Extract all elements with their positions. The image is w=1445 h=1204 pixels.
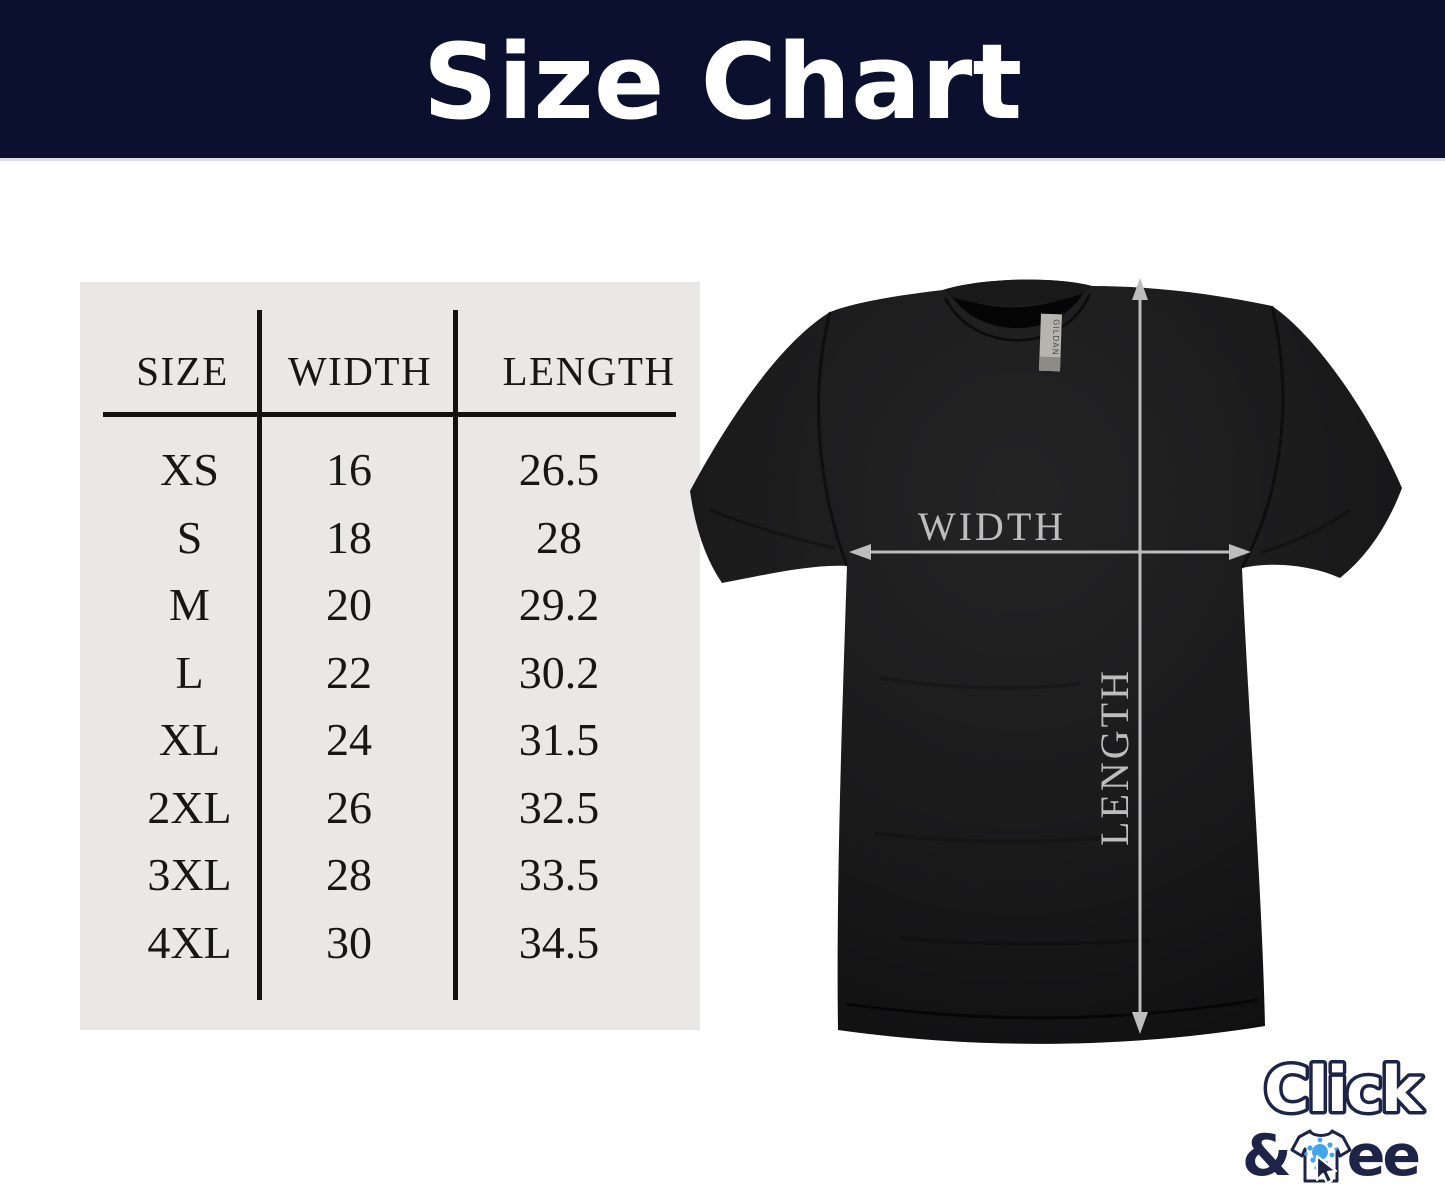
size-cell: XL [158,714,221,766]
size-table: SIZE WIDTH LENGTH XS 16 26.5 S 18 28 M 2… [80,282,700,1030]
table-body: XS 16 26.5 S 18 28 M 20 29.2 L 22 30.2 X… [105,436,700,976]
arrowhead-left-icon [849,544,871,560]
size-cell: XS [160,444,219,496]
length-cell: 29.2 [518,579,600,631]
size-cell: 4XL [147,916,232,968]
header-rule [103,412,676,417]
column-header-length: LENGTH [502,348,676,394]
table-row: XL 24 31.5 [105,706,700,774]
fold-line [709,508,836,550]
table-row: S 18 28 [105,504,700,572]
hem-stitch [845,998,1259,1020]
table-row: 3XL 28 33.5 [105,841,700,909]
shirt-diagram: GILDAN WIDTH LENGTH [690,278,1402,1044]
armhole-seam [817,311,849,567]
width-cell: 28 [326,849,372,901]
header-banner: Size Chart [0,0,1445,158]
logo-click-text: Click [1264,1056,1424,1126]
dimension-arrows: WIDTH LENGTH [849,278,1251,1034]
fold-line [899,936,1151,946]
table-header-row: SIZE WIDTH LENGTH [105,338,700,404]
tshirt-graphic: GILDAN [690,279,1402,1044]
back-collar [943,279,1092,306]
size-cell: S [176,511,203,563]
width-cell: 22 [326,646,372,698]
length-label: LENGTH [1092,668,1137,846]
length-cell: 33.5 [518,849,600,901]
page-title: Size Chart [422,21,1023,143]
size-cell: 2XL [147,781,232,833]
width-cell: 24 [326,714,372,766]
logo-ampersand: & [1242,1122,1292,1189]
fold-line [1259,508,1351,555]
neck-tag: GILDAN [1038,313,1062,372]
length-cell: 34.5 [518,916,600,968]
width-cell: 16 [326,444,372,496]
width-label: WIDTH [918,504,1066,549]
tshirt-icon [1290,1129,1352,1185]
column-divider [257,310,262,1000]
fold-line [874,831,1131,844]
width-cell: 30 [326,916,372,968]
width-cell: 18 [326,511,372,563]
width-cell: 20 [326,579,372,631]
table-row: XS 16 26.5 [105,436,700,504]
size-cell: 3XL [147,849,232,901]
column-header-width: WIDTH [287,348,433,394]
length-cell: 28 [536,511,582,563]
collar-stitch [943,293,1092,342]
logo-row-tee: & ee [1242,1123,1438,1189]
table-row: 2XL 26 32.5 [105,774,700,842]
size-cell: L [175,646,204,698]
tshirt-body [690,279,1402,1044]
armhole-seam [1240,305,1285,569]
table-row: L 22 30.2 [105,639,700,707]
neck-tag-label: GILDAN [1051,319,1061,356]
logo-suffix: ee [1346,1122,1421,1189]
logo-word-click: Click [1261,1050,1430,1130]
brand-logo: Click & ee [1242,1050,1438,1198]
length-cell: 31.5 [518,714,600,766]
length-cell: 32.5 [518,781,600,833]
cursor-icon [1315,1154,1337,1185]
arrowhead-up-icon [1132,278,1148,300]
arrowhead-right-icon [1229,544,1251,560]
column-divider [453,310,458,1000]
table-row: M 20 29.2 [105,571,700,639]
width-cell: 26 [326,781,372,833]
fold-line [879,676,1081,690]
arrowhead-down-icon [1132,1012,1148,1034]
column-header-size: SIZE [136,348,229,394]
length-cell: 30.2 [518,646,600,698]
neck-tag-strip [1038,356,1061,372]
table-row: 4XL 30 34.5 [105,909,700,977]
length-cell: 26.5 [518,444,600,496]
size-cell: M [169,579,210,631]
